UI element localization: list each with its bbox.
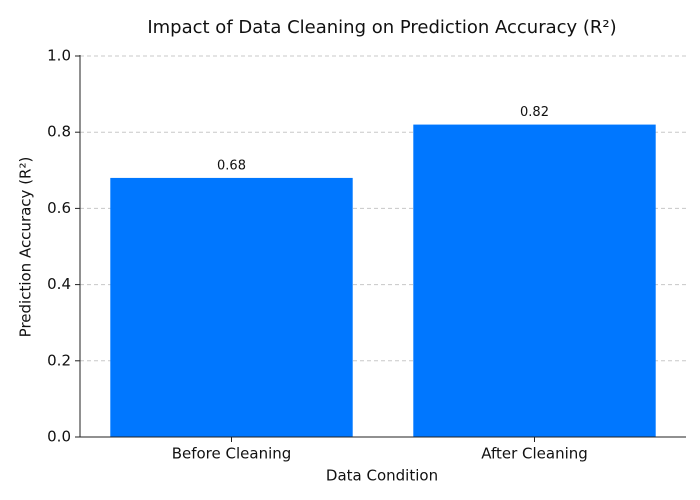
- y-tick-label: 0.0: [47, 428, 71, 446]
- y-tick-label: 0.8: [47, 123, 71, 141]
- y-tick-label: 0.2: [47, 351, 71, 369]
- x-tick-label: After Cleaning: [481, 445, 588, 463]
- chart-title: Impact of Data Cleaning on Prediction Ac…: [147, 17, 616, 38]
- data-label: 0.68: [217, 158, 246, 173]
- data-label: 0.82: [520, 105, 549, 120]
- bar: [413, 124, 656, 437]
- y-axis-label: Prediction Accuracy (R²): [17, 157, 35, 338]
- x-tick-label: Before Cleaning: [172, 445, 292, 463]
- y-tick-label: 1.0: [47, 47, 71, 65]
- y-tick-label: 0.4: [47, 275, 71, 293]
- x-axis-label: Data Condition: [326, 467, 438, 485]
- y-tick-label: 0.6: [47, 199, 71, 217]
- bar: [110, 177, 353, 438]
